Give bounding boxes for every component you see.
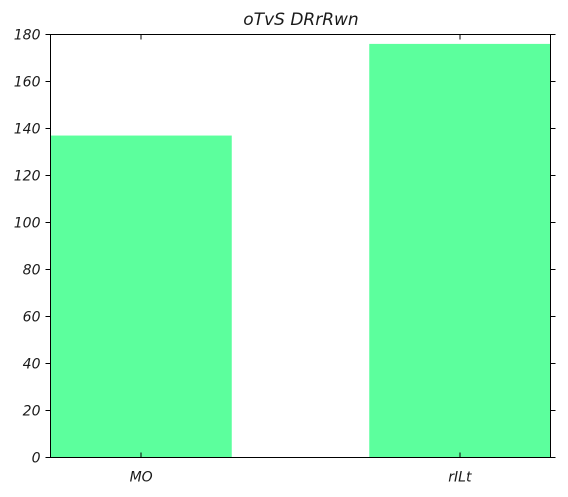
y-tick-label: 80 <box>23 263 41 279</box>
y-tick-label: 160 <box>14 75 41 91</box>
y-tick-label: 40 <box>23 357 41 373</box>
x-axis: MO rILt <box>130 34 472 486</box>
y-axis: 0 20 40 60 80 100 120 140 160 180 <box>14 28 556 467</box>
bar-MO <box>50 135 232 458</box>
y-tick-label: 60 <box>23 310 41 326</box>
chart-title: oTvS DRrRwn <box>243 10 358 30</box>
bar-rILt <box>369 43 551 458</box>
y-tick-label: 20 <box>23 404 41 420</box>
y-tick-label: 140 <box>14 122 41 138</box>
y-tick-label: 180 <box>14 28 41 44</box>
bars-group <box>50 43 551 458</box>
x-tick-label: MO <box>130 470 153 486</box>
x-tick-label: rILt <box>448 470 472 486</box>
plot-frame <box>50 34 551 458</box>
y-tick-label: 120 <box>14 169 41 185</box>
y-tick-label: 100 <box>14 216 41 232</box>
y-tick-label: 0 <box>32 451 41 467</box>
